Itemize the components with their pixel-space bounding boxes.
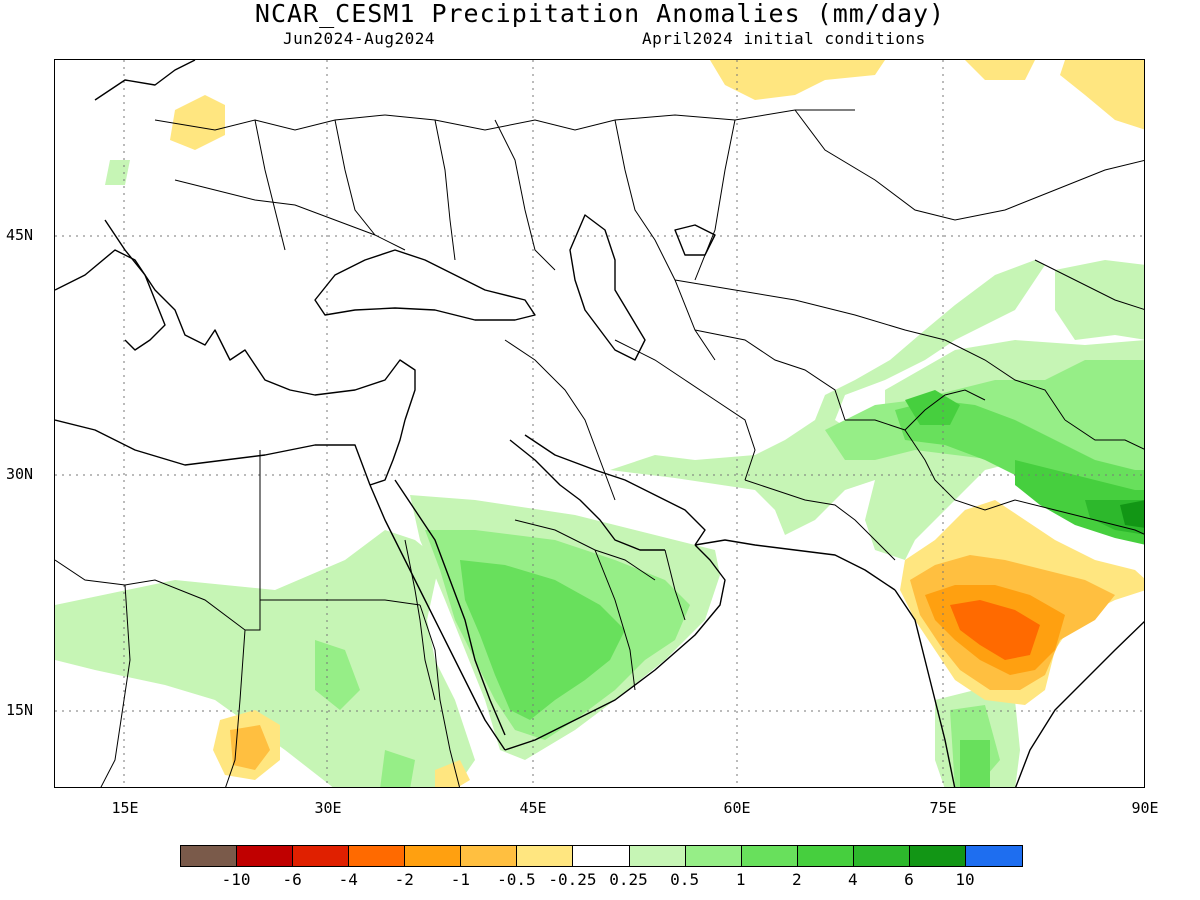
- lon-tick-45e: 45E: [519, 799, 547, 817]
- legend-tick-label: -4: [338, 870, 358, 889]
- legend-tick-label: 1: [735, 870, 746, 889]
- lat-tick-15n: 15N: [6, 701, 34, 719]
- legend-tick-label: -10: [221, 870, 251, 889]
- legend-swatch: [181, 846, 238, 866]
- india-east-coast: [1015, 620, 1144, 787]
- siberia-dry-region: [1060, 60, 1144, 130]
- legend-swatch: [405, 846, 462, 866]
- levant-coast: [369, 419, 406, 486]
- legend-swatch: [853, 846, 910, 866]
- legend-tick-label: 0.5: [670, 870, 700, 889]
- lat-tick-45n: 45N: [6, 226, 34, 244]
- legend-tick-label: 10: [955, 870, 975, 889]
- legend-swatch: [237, 846, 294, 866]
- legend-tick-label: -2: [394, 870, 414, 889]
- map-title: NCAR_CESM1 Precipitation Anomalies (mm/d…: [254, 0, 946, 28]
- legend-swatch: [909, 846, 966, 866]
- africa-wet-region: [55, 530, 475, 787]
- poland-dry-region: [170, 95, 225, 150]
- lon-tick-75e: 75E: [929, 799, 957, 817]
- africa-wet-core: [315, 640, 360, 710]
- legend-tick-label: -0.5: [497, 870, 536, 889]
- wet-anomaly-5: [1120, 500, 1144, 528]
- assam-wet-peak: [1120, 500, 1144, 528]
- legend-tick-label: -1: [450, 870, 470, 889]
- russia-dry-region: [710, 60, 885, 100]
- country-borders: [55, 109, 1144, 787]
- balkan-wet-region: [105, 160, 130, 185]
- kazakh-dry-region: [965, 60, 1035, 80]
- black-sea-coast: [314, 249, 536, 321]
- initial-conditions-label: April2024 initial conditions: [642, 29, 926, 48]
- lon-tick-60e: 60E: [723, 799, 751, 817]
- gridlines: [55, 60, 1144, 787]
- north-africa-coast: [55, 419, 371, 486]
- red-sea-east-coast: [394, 479, 506, 736]
- arabian-south-coast: [504, 544, 726, 751]
- legend-tick-label: 4: [848, 870, 858, 889]
- dry-anomaly-3: [950, 600, 1040, 660]
- color-legend: [180, 845, 1023, 867]
- legend-swatch: [517, 846, 574, 866]
- map-canvas: [55, 60, 1144, 787]
- legend-tick-label: 0.25: [609, 870, 648, 889]
- baltic-coast: [94, 60, 196, 101]
- precipitation-map: [54, 59, 1145, 788]
- legend-swatch: [797, 846, 854, 866]
- lon-tick-30e: 30E: [314, 799, 342, 817]
- legend-swatch: [685, 846, 742, 866]
- legend-swatch: [573, 846, 630, 866]
- ethiopia-wet-core: [380, 750, 415, 787]
- red-sea-west-coast: [369, 484, 506, 751]
- iran-pakistan-wet-region: [610, 260, 1045, 535]
- legend-tick-label: -0.25: [548, 870, 597, 889]
- india-dry-peak: [950, 600, 1040, 660]
- lon-tick-15e: 15E: [111, 799, 139, 817]
- legend-swatch: [461, 846, 518, 866]
- persian-gulf-west: [509, 439, 665, 551]
- italy-coast: [104, 219, 166, 351]
- legend-swatch: [741, 846, 798, 866]
- legend-swatch: [293, 846, 350, 866]
- lat-tick-30n: 30N: [6, 465, 34, 483]
- india-west-coast: [894, 589, 956, 787]
- forecast-period: Jun2024-Aug2024: [283, 29, 435, 48]
- caspian-sea-coast: [569, 214, 646, 361]
- legend-tick-label: 2: [791, 870, 802, 889]
- central-asia-wet-region: [1055, 260, 1144, 340]
- lon-tick-90e: 90E: [1131, 799, 1159, 817]
- legend-tick-label: -6: [282, 870, 302, 889]
- legend-swatch: [629, 846, 686, 866]
- legend-tick-label: 6: [904, 870, 914, 889]
- legend-swatch: [349, 846, 406, 866]
- iran-south-coast: [694, 539, 896, 591]
- chad-dry-core: [230, 725, 270, 770]
- persian-gulf-east: [524, 434, 706, 546]
- aral-sea-coast: [674, 224, 716, 256]
- yemen-wet-core: [460, 560, 625, 720]
- coastlines: [55, 60, 1144, 787]
- ethiopia-dry-region: [435, 760, 470, 787]
- india-wet-strip: [960, 740, 990, 787]
- mediterranean-north-coast: [55, 249, 416, 421]
- legend-swatch: [965, 846, 1022, 866]
